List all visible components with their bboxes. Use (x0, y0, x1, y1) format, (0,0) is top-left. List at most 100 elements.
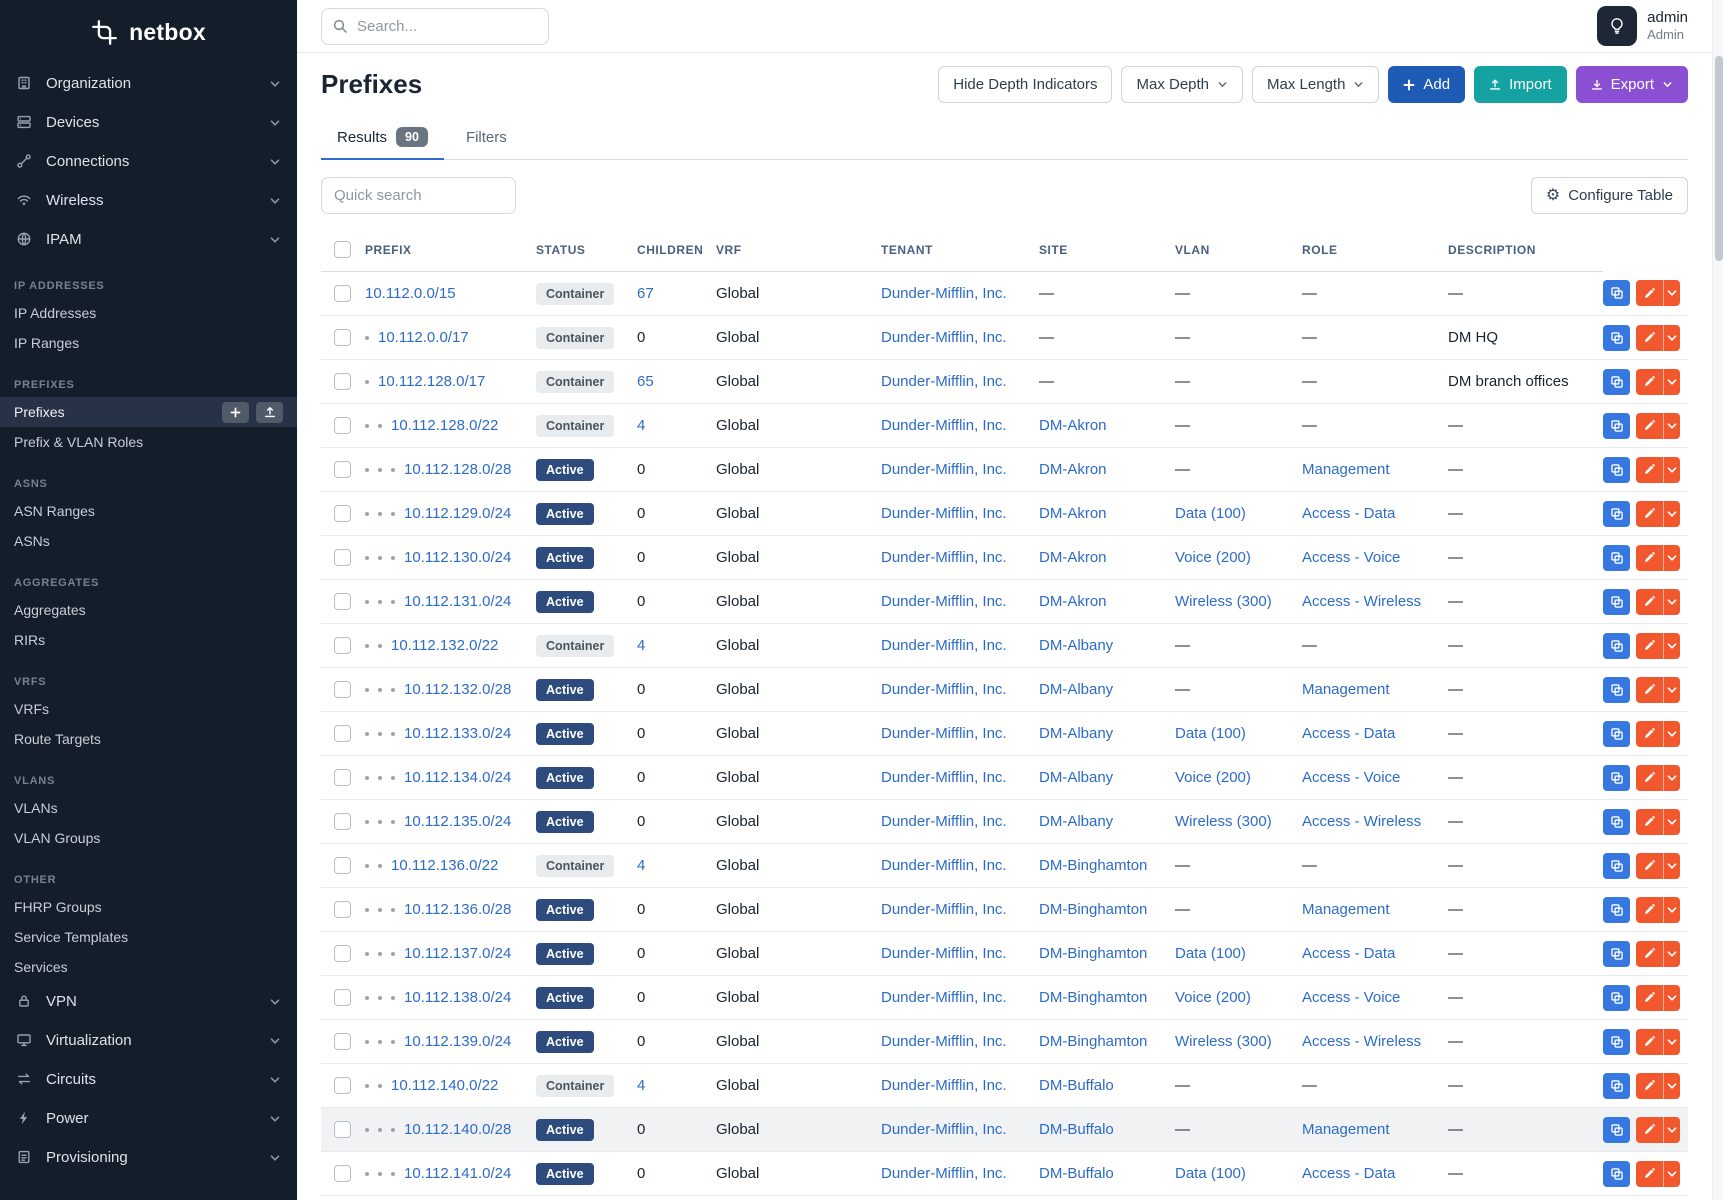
row-checkbox[interactable] (334, 813, 351, 830)
prefix-link[interactable]: 10.112.137.0/24 (404, 945, 512, 962)
sidebar-item-service-templates[interactable]: Service Templates (0, 922, 297, 952)
edit-dropdown-toggle[interactable] (1663, 940, 1680, 967)
column-header-role[interactable]: ROLE (1302, 227, 1448, 272)
role-link[interactable]: Access - Wireless (1302, 1033, 1422, 1050)
tenant-link[interactable]: Dunder-Mifflin, Inc. (881, 1077, 1007, 1094)
role-link[interactable]: Access - Data (1302, 1165, 1396, 1182)
children-count-link[interactable]: 4 (637, 417, 646, 434)
row-checkbox[interactable] (334, 329, 351, 346)
site-link[interactable]: DM-Albany (1039, 813, 1114, 830)
tab-results[interactable]: Results 90 (321, 118, 444, 160)
add-button[interactable]: Add (1388, 66, 1466, 103)
edit-button[interactable] (1636, 940, 1680, 967)
site-link[interactable]: DM-Akron (1039, 593, 1107, 610)
tenant-link[interactable]: Dunder-Mifflin, Inc. (881, 681, 1007, 698)
configure-table-button[interactable]: ⚙ Configure Table (1530, 177, 1688, 214)
prefix-link[interactable]: 10.112.0.0/17 (378, 329, 469, 346)
tenant-link[interactable]: Dunder-Mifflin, Inc. (881, 989, 1007, 1006)
vlan-link[interactable]: Data (100) (1175, 505, 1246, 522)
select-all-checkbox[interactable] (334, 241, 351, 258)
copy-button[interactable] (1603, 1072, 1631, 1099)
prefix-link[interactable]: 10.112.138.0/24 (404, 989, 512, 1006)
sidebar-item-asn-ranges[interactable]: ASN Ranges (0, 496, 297, 526)
sidebar-item-aggregates[interactable]: Aggregates (0, 595, 297, 625)
column-header-vlan[interactable]: VLAN (1175, 227, 1302, 272)
children-count-link[interactable]: 65 (637, 373, 654, 390)
copy-button[interactable] (1603, 984, 1631, 1011)
edit-button[interactable] (1636, 500, 1680, 527)
prefix-link[interactable]: 10.112.136.0/22 (391, 857, 499, 874)
sidebar-menu-devices[interactable]: Devices (0, 103, 297, 142)
row-checkbox[interactable] (334, 637, 351, 654)
prefix-link[interactable]: 10.112.128.0/28 (404, 461, 512, 478)
row-checkbox[interactable] (334, 857, 351, 874)
edit-dropdown-toggle[interactable] (1663, 808, 1680, 835)
sidebar-item-fhrp-groups[interactable]: FHRP Groups (0, 892, 297, 922)
edit-button[interactable] (1636, 808, 1680, 835)
site-link[interactable]: DM-Binghamton (1039, 989, 1148, 1006)
theme-toggle-button[interactable] (1597, 6, 1638, 46)
prefix-link[interactable]: 10.112.140.0/28 (404, 1121, 512, 1138)
children-count-link[interactable]: 67 (637, 285, 654, 302)
copy-button[interactable] (1603, 368, 1631, 395)
tenant-link[interactable]: Dunder-Mifflin, Inc. (881, 417, 1007, 434)
tenant-link[interactable]: Dunder-Mifflin, Inc. (881, 1121, 1007, 1138)
copy-button[interactable] (1603, 632, 1631, 659)
sidebar-item-vlan-groups[interactable]: VLAN Groups (0, 823, 297, 853)
edit-button[interactable] (1636, 1072, 1680, 1099)
prefix-link[interactable]: 10.112.132.0/22 (391, 637, 499, 654)
tenant-link[interactable]: Dunder-Mifflin, Inc. (881, 593, 1007, 610)
tenant-link[interactable]: Dunder-Mifflin, Inc. (881, 329, 1007, 346)
hide-depth-indicators-button[interactable]: Hide Depth Indicators (938, 66, 1113, 103)
role-link[interactable]: Access - Voice (1302, 989, 1401, 1006)
prefix-link[interactable]: 10.112.139.0/24 (404, 1033, 512, 1050)
edit-button[interactable] (1636, 324, 1680, 351)
edit-button[interactable] (1636, 896, 1680, 923)
copy-button[interactable] (1603, 1160, 1631, 1187)
prefix-link[interactable]: 10.112.134.0/24 (404, 769, 512, 786)
prefix-link[interactable]: 10.112.128.0/17 (378, 373, 486, 390)
column-header-vrf[interactable]: VRF (716, 227, 881, 272)
edit-button[interactable] (1636, 456, 1680, 483)
max-depth-button[interactable]: Max Depth (1121, 66, 1244, 103)
edit-button[interactable] (1636, 1160, 1680, 1187)
edit-dropdown-toggle[interactable] (1663, 588, 1680, 615)
edit-dropdown-toggle[interactable] (1663, 324, 1680, 351)
edit-dropdown-toggle[interactable] (1663, 280, 1680, 307)
row-checkbox[interactable] (334, 505, 351, 522)
role-link[interactable]: Access - Wireless (1302, 593, 1422, 610)
edit-dropdown-toggle[interactable] (1663, 544, 1680, 571)
copy-button[interactable] (1603, 676, 1631, 703)
tenant-link[interactable]: Dunder-Mifflin, Inc. (881, 945, 1007, 962)
search-input[interactable] (321, 7, 549, 45)
site-link[interactable]: DM-Albany (1039, 637, 1114, 654)
prefix-link[interactable]: 10.112.128.0/22 (391, 417, 499, 434)
role-link[interactable]: Management (1302, 681, 1390, 698)
edit-dropdown-toggle[interactable] (1663, 632, 1680, 659)
copy-button[interactable] (1603, 1116, 1631, 1143)
site-link[interactable]: DM-Albany (1039, 681, 1114, 698)
prefix-link[interactable]: 10.112.141.0/24 (404, 1165, 512, 1182)
tenant-link[interactable]: Dunder-Mifflin, Inc. (881, 505, 1007, 522)
site-link[interactable]: DM-Binghamton (1039, 1033, 1148, 1050)
site-link[interactable]: DM-Akron (1039, 461, 1107, 478)
tenant-link[interactable]: Dunder-Mifflin, Inc. (881, 637, 1007, 654)
role-link[interactable]: Access - Voice (1302, 549, 1401, 566)
role-link[interactable]: Access - Data (1302, 505, 1396, 522)
sidebar-menu-organization[interactable]: Organization (0, 64, 297, 103)
copy-button[interactable] (1603, 500, 1631, 527)
sidebar-item-ip-ranges[interactable]: IP Ranges (0, 328, 297, 358)
sidebar-menu-wireless[interactable]: Wireless (0, 181, 297, 220)
sidebar-item-services[interactable]: Services (0, 952, 297, 982)
edit-button[interactable] (1636, 852, 1680, 879)
copy-button[interactable] (1603, 456, 1631, 483)
vlan-link[interactable]: Data (100) (1175, 1165, 1246, 1182)
tenant-link[interactable]: Dunder-Mifflin, Inc. (881, 1165, 1007, 1182)
sidebar-item-rirs[interactable]: RIRs (0, 625, 297, 655)
edit-dropdown-toggle[interactable] (1663, 852, 1680, 879)
role-link[interactable]: Management (1302, 461, 1390, 478)
row-checkbox[interactable] (334, 461, 351, 478)
edit-button[interactable] (1636, 764, 1680, 791)
row-checkbox[interactable] (334, 593, 351, 610)
copy-button[interactable] (1603, 1028, 1631, 1055)
